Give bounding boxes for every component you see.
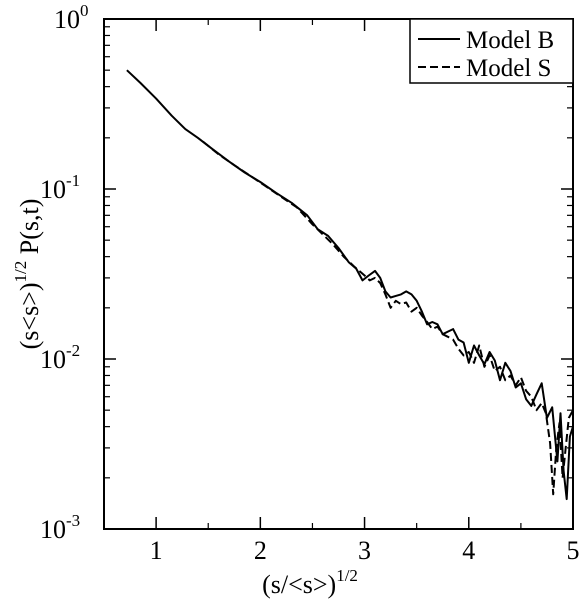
x-tick-label: 2 bbox=[254, 536, 267, 565]
x-tick-label: 4 bbox=[462, 536, 475, 565]
y-tick-label: 10-1 bbox=[40, 171, 80, 204]
series-line-model-b bbox=[126, 69, 574, 501]
x-tick-label: 5 bbox=[567, 536, 580, 565]
series-line-model-s bbox=[202, 140, 574, 496]
x-tick-label: 3 bbox=[358, 536, 371, 565]
legend-label: Model S bbox=[466, 55, 551, 82]
legend-box bbox=[409, 18, 574, 84]
plot-frame bbox=[103, 18, 574, 530]
y-tick-label: 100 bbox=[54, 1, 89, 34]
y-tick-label: 10-3 bbox=[40, 511, 80, 544]
y-tick-label: 10-2 bbox=[40, 341, 80, 374]
legend-label: Model B bbox=[466, 27, 554, 54]
x-axis-label: (s/<s>)1/2 bbox=[262, 566, 358, 599]
y-axis-label: (s<s>)1/2 P(s,t) bbox=[11, 199, 44, 350]
x-tick-label: 1 bbox=[150, 536, 163, 565]
